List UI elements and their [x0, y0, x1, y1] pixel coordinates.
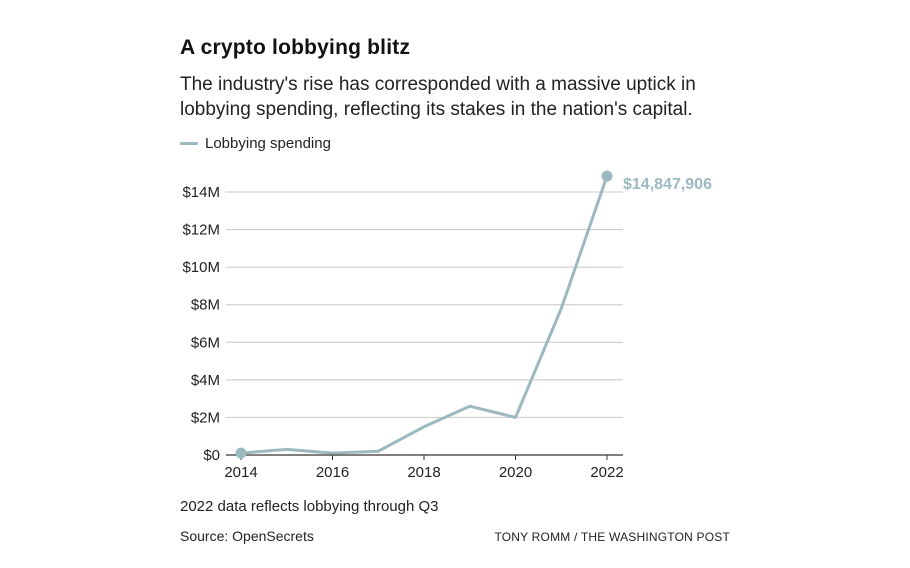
y-tick-label: $12M [182, 222, 220, 239]
x-tick-label: 2016 [316, 464, 349, 481]
footnote: 2022 data reflects lobbying through Q3 [180, 498, 439, 515]
end-point-marker [601, 170, 613, 182]
y-tick-label: $0 [203, 447, 220, 464]
credit-line: TONY ROMM / THE WASHINGTON POST [494, 530, 730, 544]
legend: Lobbying spending [180, 135, 331, 152]
x-tick-label: 2014 [224, 464, 257, 481]
y-tick-label: $10M [182, 259, 220, 276]
chart-title: A crypto lobbying blitz [180, 36, 411, 59]
legend-swatch [180, 142, 198, 145]
series-points [235, 170, 613, 459]
y-tick-label: $2M [191, 409, 220, 426]
y-tick-label: $8M [191, 297, 220, 314]
x-tick-label: 2018 [407, 464, 440, 481]
start-point-marker [235, 447, 247, 459]
x-tick-label: 2022 [590, 464, 623, 481]
source-line: Source: OpenSecrets [180, 528, 314, 544]
x-tick-label: 2020 [499, 464, 532, 481]
legend-label: Lobbying spending [205, 135, 331, 152]
x-axis-tick-labels: 2014 2016 2018 2020 2022 [224, 455, 624, 481]
chart-subtitle: The industry's rise has corresponded wit… [180, 74, 696, 120]
y-tick-label: $4M [191, 372, 220, 389]
y-axis-tick-labels: $0 $2M $4M $6M $8M $10M $12M $14M [182, 184, 220, 464]
grid-lines [226, 191, 623, 456]
y-tick-label: $6M [191, 334, 220, 351]
end-value-label: $14,847,906 [623, 176, 712, 193]
y-tick-label: $14M [182, 184, 220, 201]
series-line-lobbying-spending [240, 175, 609, 455]
